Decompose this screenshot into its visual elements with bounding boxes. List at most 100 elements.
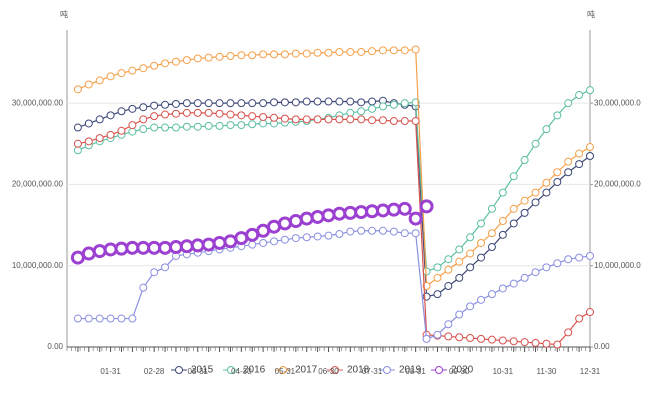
data-point	[168, 240, 183, 255]
data-point	[161, 123, 170, 132]
data-point	[237, 99, 246, 108]
data-point	[411, 98, 420, 107]
data-point	[444, 255, 453, 264]
data-point	[204, 53, 213, 62]
data-point	[291, 49, 300, 58]
data-point	[280, 114, 289, 123]
y2-tick-label: 20,000,000.0	[594, 180, 641, 189]
data-point	[128, 127, 137, 136]
data-point	[531, 268, 540, 277]
data-point	[408, 211, 423, 226]
data-point	[433, 290, 442, 299]
x-tick-label: 10-31	[493, 367, 514, 376]
data-point	[302, 233, 311, 242]
data-point	[419, 199, 434, 214]
data-point	[422, 282, 431, 291]
data-point	[586, 86, 594, 95]
data-point	[171, 99, 180, 108]
data-point	[400, 117, 409, 126]
data-point	[346, 227, 355, 236]
data-point	[335, 47, 344, 56]
data-point	[411, 117, 420, 126]
data-point	[106, 111, 115, 120]
data-point	[346, 97, 355, 106]
data-point	[223, 234, 238, 249]
data-point	[81, 246, 96, 261]
data-point	[542, 188, 551, 197]
data-point	[92, 244, 107, 259]
data-point	[444, 282, 453, 291]
data-point	[248, 51, 257, 60]
data-point	[139, 283, 148, 292]
data-point	[509, 337, 518, 346]
data-point	[95, 314, 104, 323]
data-point	[267, 219, 282, 234]
data-point	[182, 99, 191, 108]
data-point	[193, 54, 202, 63]
data-point	[299, 211, 314, 226]
data-point	[520, 273, 529, 282]
data-point	[106, 130, 115, 139]
data-point	[313, 48, 322, 57]
data-point	[564, 99, 573, 108]
data-point	[259, 112, 268, 121]
data-point	[234, 231, 249, 246]
data-point	[215, 109, 224, 118]
data-point	[259, 238, 268, 247]
data-point	[389, 46, 398, 55]
data-point	[158, 240, 173, 255]
data-point	[531, 198, 540, 207]
data-point	[139, 115, 148, 124]
data-point	[586, 143, 594, 152]
data-point	[150, 61, 159, 70]
data-point	[70, 250, 85, 265]
data-point	[73, 123, 82, 132]
data-point	[103, 242, 118, 257]
data-point	[226, 121, 235, 130]
data-point	[201, 237, 216, 252]
data-point	[564, 168, 573, 177]
data-point	[357, 98, 366, 107]
data-point	[400, 46, 409, 55]
x-tick-label: 12-31	[580, 367, 601, 376]
legend-label: 2019	[399, 365, 422, 376]
data-point	[531, 338, 540, 347]
data-point	[114, 241, 129, 256]
legend-marker	[227, 366, 235, 374]
data-point	[117, 314, 126, 323]
data-point	[335, 115, 344, 124]
data-point	[248, 120, 257, 129]
data-point	[270, 98, 279, 107]
data-point	[542, 178, 551, 187]
data-point	[564, 255, 573, 264]
data-point	[150, 268, 159, 277]
data-point	[313, 97, 322, 106]
legend-marker	[279, 366, 287, 374]
data-point	[215, 121, 224, 130]
data-point	[335, 97, 344, 106]
data-point	[161, 263, 170, 272]
data-point	[128, 121, 137, 130]
data-point	[226, 99, 235, 108]
data-point	[193, 122, 202, 131]
data-point	[542, 263, 551, 272]
data-point	[531, 139, 540, 148]
data-point	[564, 157, 573, 166]
x-tick-label: 06-30	[318, 367, 339, 376]
data-point	[553, 111, 562, 120]
data-point	[575, 160, 584, 169]
data-point	[386, 202, 401, 217]
data-point	[422, 334, 431, 343]
data-point	[357, 107, 366, 116]
legend-label: 2016	[243, 365, 266, 376]
data-point	[190, 238, 205, 253]
data-point	[147, 240, 162, 255]
data-point	[302, 97, 311, 106]
data-point	[259, 50, 268, 59]
data-point	[354, 205, 369, 220]
legend-label: 2020	[451, 365, 474, 376]
data-point	[248, 112, 257, 121]
data-point	[575, 314, 584, 323]
data-point	[444, 320, 453, 329]
